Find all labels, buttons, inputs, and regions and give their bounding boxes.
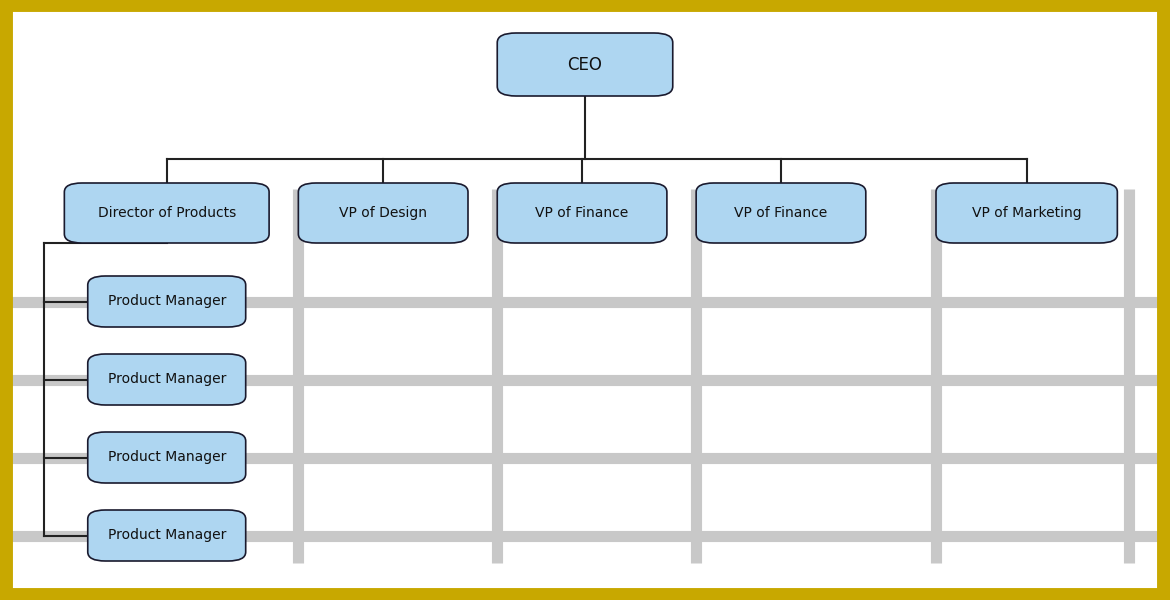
FancyBboxPatch shape [696, 183, 866, 243]
FancyBboxPatch shape [298, 183, 468, 243]
FancyBboxPatch shape [497, 183, 667, 243]
Text: VP of Marketing: VP of Marketing [972, 206, 1081, 220]
FancyBboxPatch shape [64, 183, 269, 243]
Text: VP of Design: VP of Design [339, 206, 427, 220]
FancyBboxPatch shape [88, 276, 246, 327]
FancyBboxPatch shape [88, 510, 246, 561]
FancyBboxPatch shape [88, 432, 246, 483]
Text: Product Manager: Product Manager [108, 373, 226, 386]
FancyBboxPatch shape [497, 33, 673, 96]
Text: Product Manager: Product Manager [108, 529, 226, 542]
Text: Director of Products: Director of Products [97, 206, 236, 220]
Text: VP of Finance: VP of Finance [735, 206, 827, 220]
FancyBboxPatch shape [88, 354, 246, 405]
Text: CEO: CEO [567, 55, 603, 73]
Text: Product Manager: Product Manager [108, 295, 226, 308]
FancyBboxPatch shape [936, 183, 1117, 243]
Text: Product Manager: Product Manager [108, 451, 226, 464]
Text: VP of Finance: VP of Finance [536, 206, 628, 220]
